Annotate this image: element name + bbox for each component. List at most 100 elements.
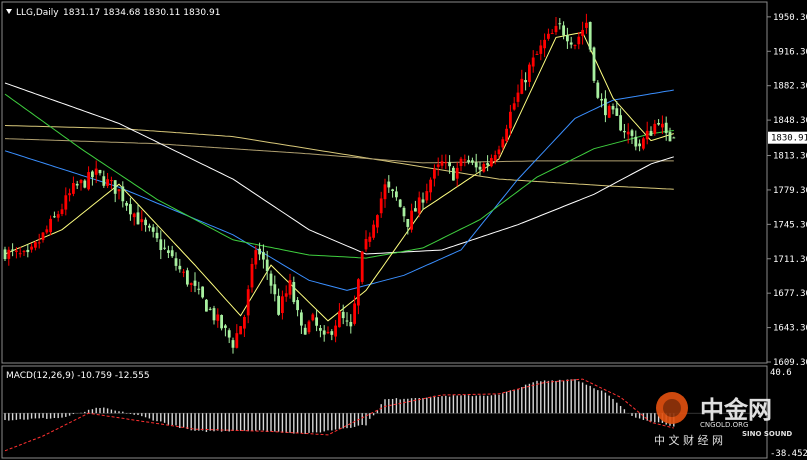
candle-body bbox=[140, 219, 144, 223]
candle-body bbox=[182, 271, 185, 273]
candle-body bbox=[239, 326, 242, 335]
price-axis-label: 1711.30 bbox=[773, 255, 807, 265]
candle-body bbox=[56, 214, 60, 218]
candle-body bbox=[634, 136, 638, 147]
candle-body bbox=[391, 189, 394, 192]
candle-body bbox=[566, 34, 569, 42]
candle-body bbox=[672, 137, 676, 139]
candle-body bbox=[113, 180, 117, 194]
candle-body bbox=[376, 215, 379, 228]
candle-body bbox=[459, 158, 463, 166]
candle-body bbox=[186, 270, 189, 285]
candle-body bbox=[132, 213, 136, 218]
candle-body bbox=[91, 171, 94, 178]
candle-body bbox=[486, 163, 489, 166]
candle-body bbox=[600, 98, 603, 101]
candle-body bbox=[49, 218, 52, 233]
candle-body bbox=[501, 139, 505, 148]
price-axis-label: 1609.30 bbox=[773, 358, 807, 368]
candle-body bbox=[334, 325, 337, 337]
price-axis-label: 1745.30 bbox=[773, 220, 807, 230]
candle-body bbox=[94, 168, 98, 175]
candle-body bbox=[543, 39, 546, 49]
candle-body bbox=[326, 331, 330, 334]
candle-body bbox=[281, 296, 284, 314]
ohlc-values: 1831.17 1834.68 1830.11 1830.91 bbox=[63, 8, 220, 18]
candle-body bbox=[398, 199, 402, 207]
candle-body bbox=[596, 82, 600, 98]
candle-body bbox=[250, 263, 254, 288]
candle-body bbox=[349, 322, 353, 327]
candle-body bbox=[37, 242, 41, 244]
candle-body bbox=[208, 308, 212, 310]
candle-body bbox=[505, 128, 508, 142]
candle-body bbox=[577, 36, 581, 45]
candle-body bbox=[201, 286, 204, 298]
candle-body bbox=[83, 180, 87, 188]
dropdown-triangle-icon[interactable] bbox=[6, 9, 12, 14]
price-axis-label: 1848.30 bbox=[773, 116, 807, 126]
candle-body bbox=[467, 160, 470, 162]
candle-body bbox=[395, 191, 398, 198]
candle-body bbox=[645, 130, 649, 140]
candle-body bbox=[562, 25, 565, 36]
candle-body bbox=[512, 103, 516, 110]
ma-line-ma100 bbox=[4, 138, 674, 164]
candle-body bbox=[402, 207, 406, 217]
price-axis-label: 1882.30 bbox=[773, 82, 807, 92]
candle-body bbox=[231, 340, 235, 348]
candle-body bbox=[581, 29, 584, 36]
candle-body bbox=[341, 311, 345, 319]
candle-body bbox=[311, 314, 315, 321]
macd-panel-border bbox=[1, 365, 768, 459]
macd-signal-line bbox=[4, 378, 674, 452]
candle-body bbox=[444, 162, 448, 164]
candle-body bbox=[125, 202, 128, 206]
candle-body bbox=[588, 21, 592, 50]
candle-body bbox=[265, 259, 269, 272]
candle-body bbox=[664, 122, 668, 134]
candle-body bbox=[638, 143, 641, 147]
symbol-label: LLG,Daily bbox=[16, 8, 59, 18]
candle-body bbox=[45, 229, 49, 233]
macd-title: MACD(12,26,9) -10.759 -12.555 bbox=[6, 371, 150, 381]
candle-body bbox=[471, 160, 474, 163]
candle-body bbox=[319, 328, 322, 331]
price-axis-label: 1813.30 bbox=[773, 152, 807, 162]
candle-body bbox=[307, 321, 311, 333]
candle-body bbox=[315, 317, 318, 326]
candle-body bbox=[573, 45, 577, 47]
candle-body bbox=[34, 242, 37, 248]
candle-body bbox=[360, 251, 364, 282]
candle-body bbox=[163, 247, 166, 249]
candle-body bbox=[243, 316, 246, 329]
candle-body bbox=[159, 239, 163, 251]
candle-body bbox=[296, 300, 299, 311]
price-axis-label: 1950.30 bbox=[773, 13, 807, 23]
candle-body bbox=[372, 224, 375, 238]
candle-body bbox=[235, 333, 239, 348]
candle-body bbox=[474, 162, 478, 168]
candle-body bbox=[490, 158, 493, 167]
candle-body bbox=[649, 130, 653, 136]
price-axis-label: 1916.30 bbox=[773, 47, 807, 57]
candle-body bbox=[569, 42, 573, 45]
candle-body bbox=[383, 184, 387, 200]
candle-body bbox=[452, 167, 455, 181]
candle-body bbox=[661, 123, 664, 128]
candle-body bbox=[292, 281, 296, 303]
candle-body bbox=[75, 183, 79, 186]
current-price-tag bbox=[768, 131, 807, 144]
candle-body bbox=[224, 325, 227, 328]
candle-body bbox=[246, 289, 250, 316]
candle-body bbox=[273, 284, 277, 295]
candle-body bbox=[300, 312, 303, 326]
candle-body bbox=[7, 249, 11, 259]
candle-body bbox=[520, 78, 524, 94]
candle-body bbox=[626, 131, 630, 135]
ma-line-slow bbox=[4, 89, 674, 291]
price-panel-border bbox=[1, 1, 768, 364]
candle-body bbox=[189, 283, 193, 285]
candle-body bbox=[642, 138, 645, 149]
